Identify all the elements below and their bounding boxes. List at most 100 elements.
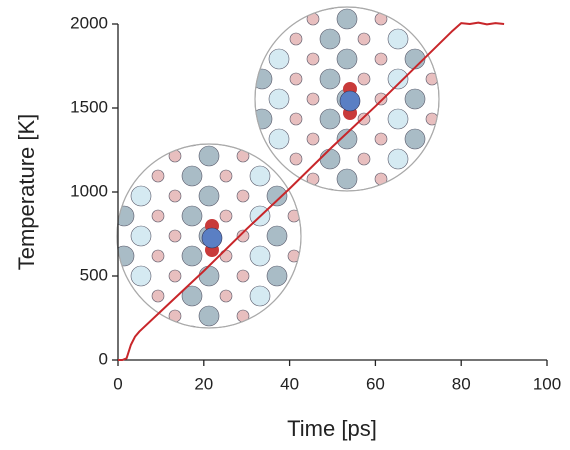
atom	[305, 230, 317, 242]
atom	[249, 285, 271, 307]
atom	[336, 168, 358, 190]
atom	[456, 149, 476, 169]
atom	[239, 133, 251, 145]
y-tick-label: 1000	[70, 181, 108, 200]
atom	[151, 169, 165, 183]
atom	[473, 9, 493, 29]
atom	[404, 88, 426, 110]
atom	[305, 190, 317, 202]
atom	[318, 246, 338, 266]
y-tick-label: 500	[80, 265, 108, 284]
atom	[171, 93, 183, 105]
atom	[456, 0, 476, 9]
atom	[181, 325, 203, 328]
atom	[249, 325, 271, 328]
y-tick-label: 0	[99, 349, 108, 368]
atom	[168, 229, 182, 243]
x-tick-label: 80	[452, 374, 471, 393]
y-axis-label: Temperature [K]	[14, 114, 39, 271]
atom	[443, 133, 455, 145]
atom	[306, 92, 320, 106]
atom	[239, 93, 251, 105]
atom	[289, 32, 303, 46]
atom	[219, 209, 233, 223]
atom	[425, 152, 439, 166]
center-atom	[339, 90, 361, 112]
atom	[184, 29, 204, 49]
atom	[494, 153, 506, 165]
atom	[171, 13, 183, 25]
atom	[184, 69, 204, 89]
atom	[236, 269, 250, 283]
atom	[318, 206, 338, 226]
atom	[219, 169, 233, 183]
atom	[184, 109, 204, 129]
atom	[184, 0, 204, 9]
atom	[239, 53, 251, 65]
atom	[305, 310, 317, 322]
atom	[336, 8, 358, 30]
atom	[84, 330, 96, 342]
atom	[181, 144, 203, 147]
atom	[239, 13, 251, 25]
atom	[222, 33, 234, 45]
atom	[222, 113, 234, 125]
atom	[357, 32, 371, 46]
atom	[117, 245, 135, 267]
atom	[318, 326, 338, 346]
atom	[404, 168, 426, 190]
atom	[443, 13, 455, 25]
atom	[373, 190, 385, 202]
atom	[373, 270, 385, 282]
atom	[456, 29, 476, 49]
atom	[443, 173, 455, 185]
inset-border	[116, 143, 302, 329]
atom	[152, 330, 164, 342]
atom	[494, 0, 506, 5]
y-tick-label: 2000	[70, 13, 108, 32]
atom	[426, 0, 438, 5]
line	[118, 21, 505, 361]
atom	[255, 7, 273, 10]
atom	[198, 265, 220, 287]
atom	[443, 93, 455, 105]
atom	[130, 265, 152, 287]
atom	[101, 150, 113, 162]
atom	[171, 53, 183, 65]
atom	[356, 290, 368, 302]
atom	[494, 73, 506, 85]
atom	[130, 225, 152, 247]
atom	[289, 112, 303, 126]
atom	[288, 330, 300, 342]
atom	[220, 330, 232, 342]
atom	[181, 245, 203, 267]
atom	[33, 310, 45, 322]
atom	[289, 72, 303, 86]
atom	[255, 28, 273, 50]
atom	[151, 289, 165, 303]
atom	[494, 193, 506, 205]
atom	[386, 326, 406, 346]
atom	[404, 8, 426, 30]
atom	[255, 68, 273, 90]
atom	[198, 305, 220, 327]
atom	[356, 210, 368, 222]
atom	[266, 305, 288, 327]
atom	[336, 48, 358, 70]
atom	[290, 0, 302, 5]
center-atom	[201, 227, 223, 249]
atom	[266, 225, 288, 247]
x-tick-label: 100	[533, 374, 561, 393]
atom	[319, 68, 341, 90]
insets	[33, 0, 506, 346]
atom	[222, 0, 234, 5]
x-axis-label: Time [ps]	[287, 416, 377, 441]
atom	[268, 8, 290, 30]
atom	[336, 128, 358, 150]
atom	[473, 169, 493, 189]
atom	[404, 128, 426, 150]
atom	[117, 285, 135, 307]
atom	[84, 250, 96, 262]
atom	[473, 129, 493, 149]
